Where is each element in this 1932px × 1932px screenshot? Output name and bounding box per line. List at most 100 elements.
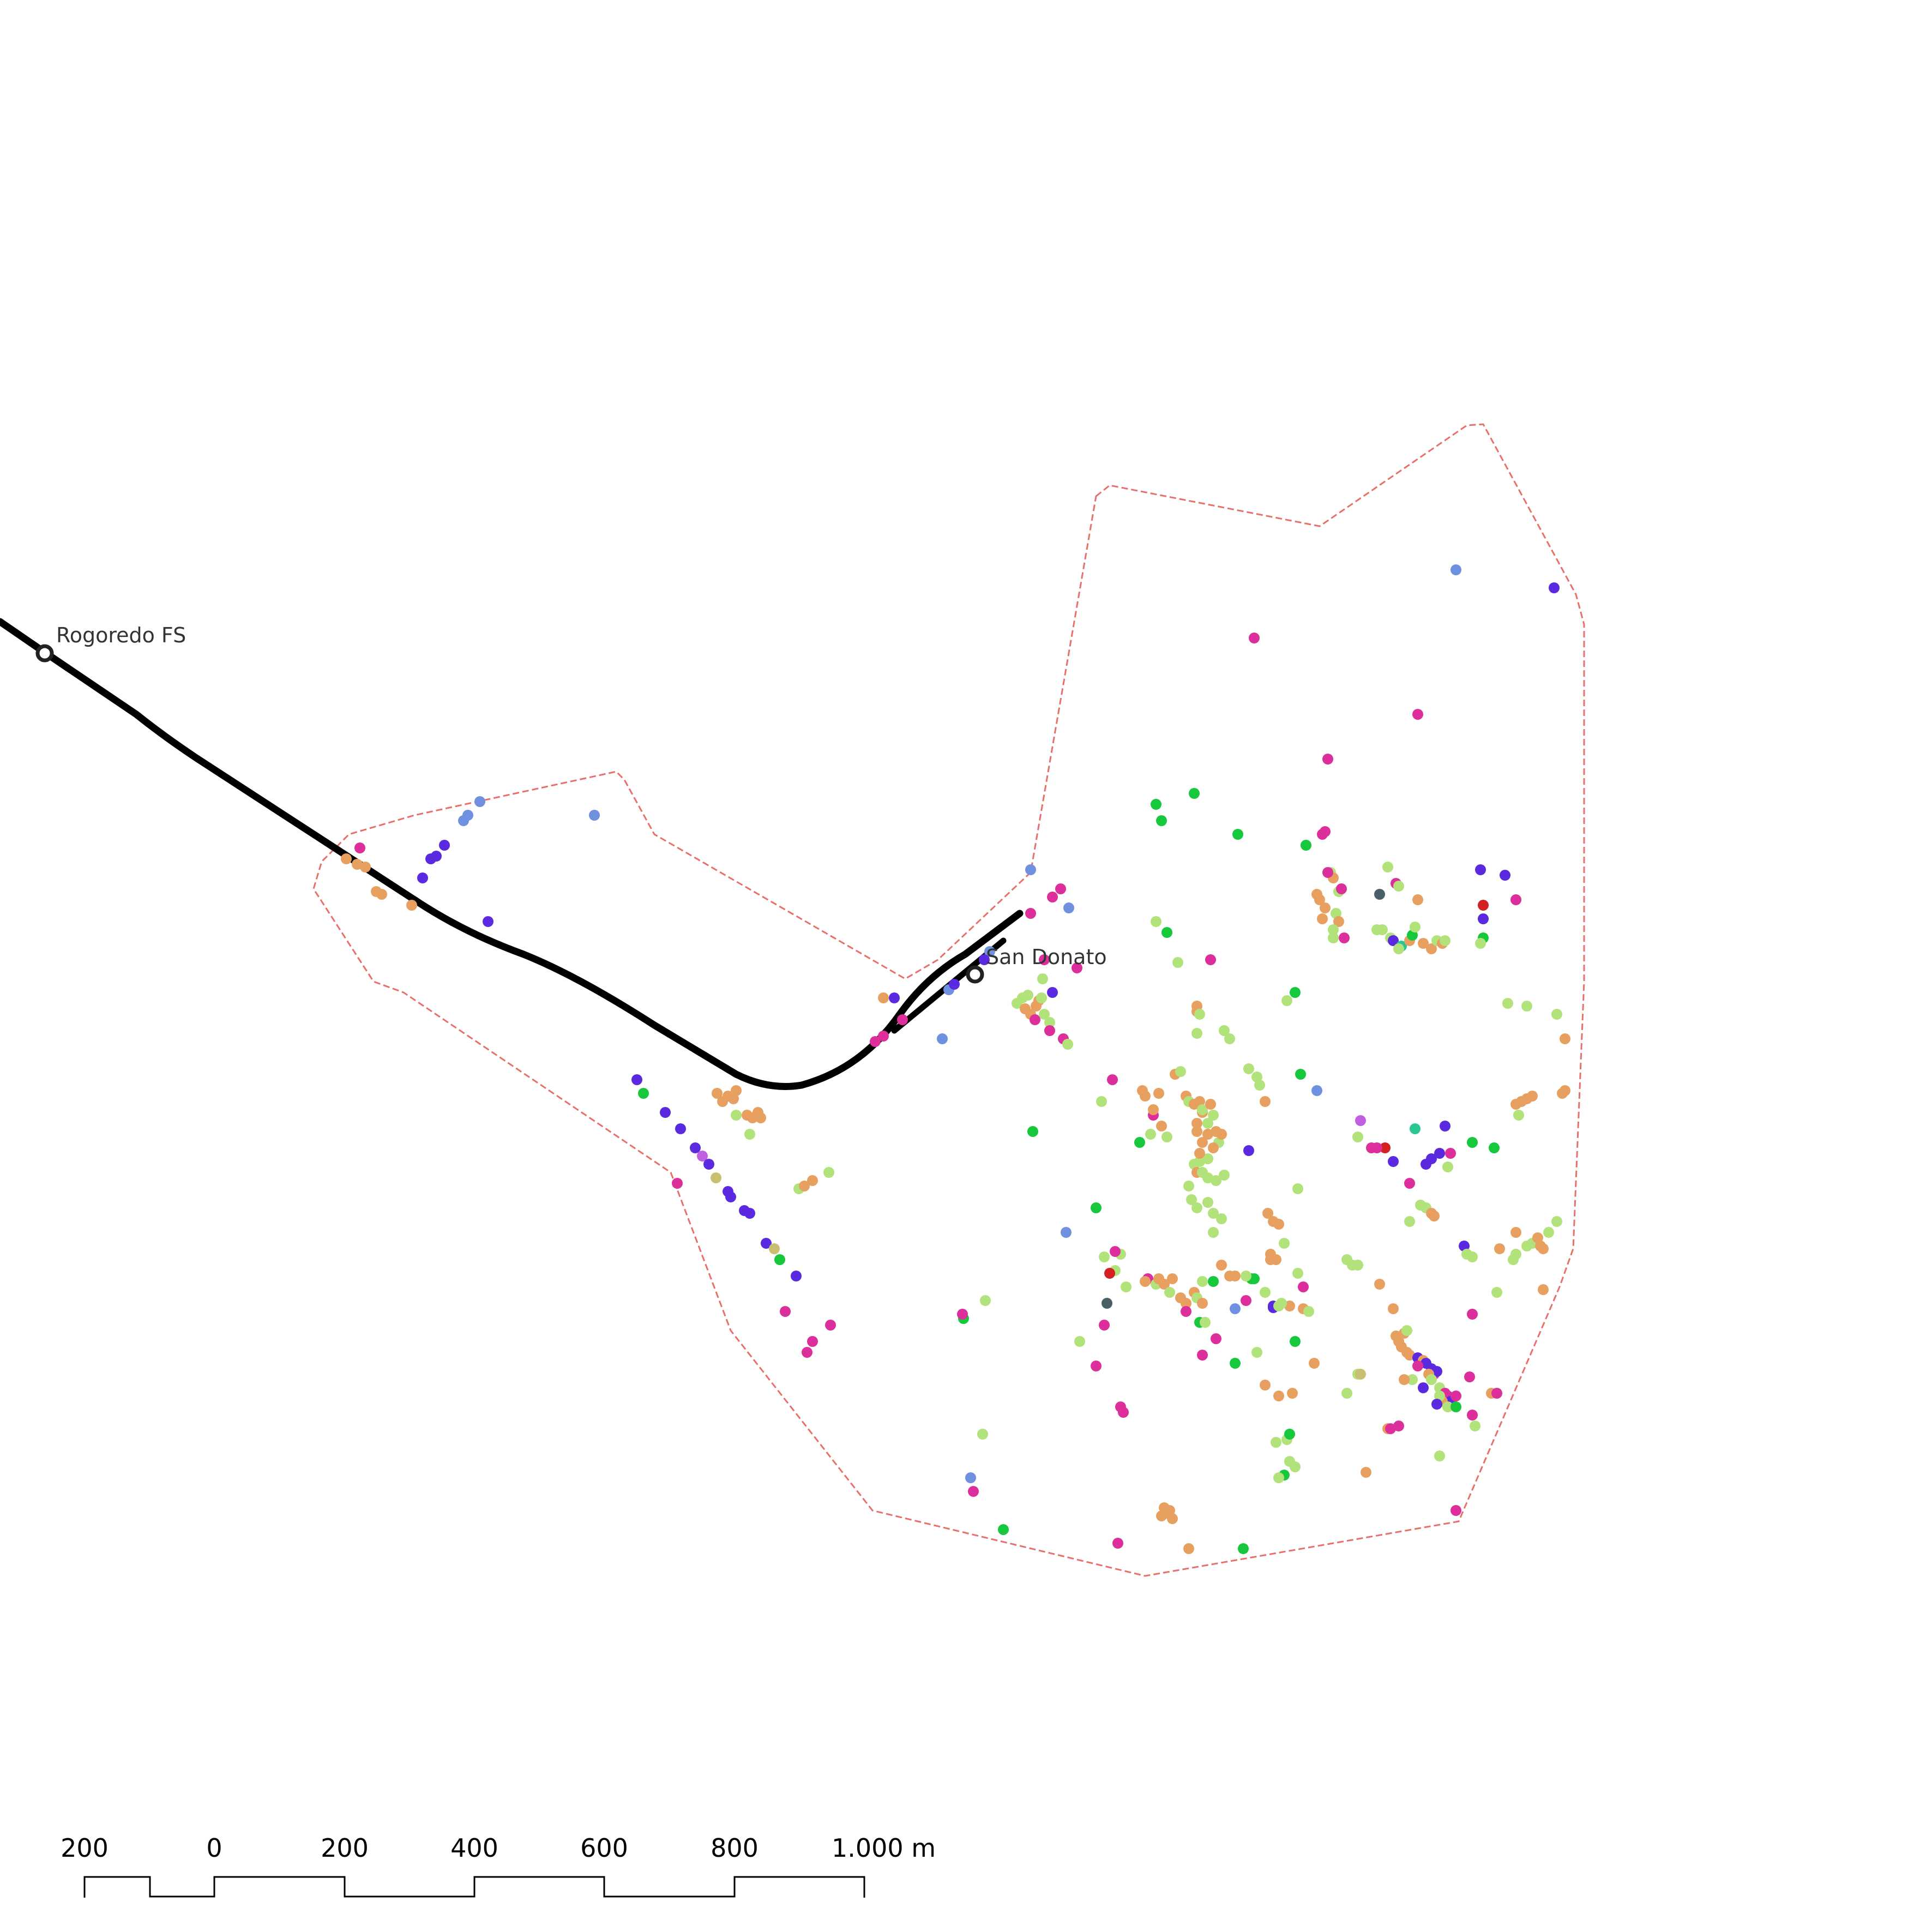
poi-dot	[1560, 1033, 1570, 1044]
poi-dot	[711, 1172, 721, 1183]
poi-dot	[1328, 924, 1339, 935]
poi-dot	[1510, 1227, 1521, 1238]
poi-dot	[660, 1107, 671, 1118]
poi-dot	[703, 1159, 714, 1170]
poi-dot	[1273, 1301, 1284, 1311]
poi-dot	[1377, 924, 1388, 935]
poi-dot	[1467, 1137, 1478, 1148]
poi-dot	[1407, 1374, 1418, 1385]
poi-dot	[1156, 1121, 1167, 1131]
poi-dot	[1260, 1287, 1271, 1298]
station-marker-icon	[966, 965, 984, 984]
poi-dot	[1352, 1260, 1363, 1271]
poi-dot	[1374, 889, 1385, 900]
poi-dot	[1241, 1295, 1251, 1306]
poi-dot	[1393, 1421, 1404, 1431]
poi-dot	[672, 1178, 683, 1189]
poi-dot	[878, 992, 889, 1003]
poi-dot	[1410, 922, 1421, 932]
poi-dot	[1341, 1388, 1352, 1399]
poi-dot	[1393, 943, 1404, 954]
poi-dot	[1099, 1251, 1110, 1262]
poi-dot	[1027, 1126, 1038, 1137]
poi-dot	[1096, 1096, 1107, 1107]
poi-dot	[825, 1320, 836, 1331]
poi-dot	[1164, 1505, 1175, 1516]
poi-dot	[631, 1074, 642, 1085]
poi-dot	[1140, 1091, 1151, 1102]
poi-dot	[1290, 1461, 1301, 1472]
poi-dot	[1216, 1129, 1227, 1140]
poi-dot	[1290, 987, 1301, 998]
poi-dot	[1172, 957, 1183, 968]
poi-dot	[1061, 1227, 1072, 1238]
poi-dot	[1292, 1268, 1303, 1279]
poi-dot	[1200, 1317, 1211, 1328]
poi-dot	[1287, 1388, 1298, 1399]
poi-dot	[1371, 1142, 1382, 1153]
poi-dot	[1380, 1142, 1391, 1153]
poi-dot	[431, 851, 442, 862]
poi-dot	[984, 946, 995, 957]
poi-dot	[957, 1309, 968, 1320]
poi-dot	[589, 810, 600, 821]
poi-dot	[1560, 1085, 1570, 1096]
poi-dot	[1197, 1276, 1208, 1287]
poi-dot	[977, 1429, 988, 1440]
poi-dot	[1022, 990, 1033, 1001]
poi-dot	[675, 1123, 686, 1134]
poi-dot	[1273, 1472, 1284, 1483]
poi-dot	[1104, 1268, 1115, 1279]
poi-dot	[1151, 916, 1161, 927]
poi-dot	[1161, 927, 1172, 938]
poi-dot	[1450, 1391, 1461, 1401]
poi-dot	[1099, 1320, 1110, 1331]
poi-dot	[1243, 1145, 1254, 1156]
poi-dot	[937, 1033, 948, 1044]
poi-dot	[1388, 1156, 1399, 1167]
poi-dot	[1186, 1194, 1197, 1205]
poi-dot	[1230, 1271, 1241, 1281]
poi-dot	[949, 979, 960, 990]
poi-dot	[1450, 1505, 1461, 1516]
poi-dot	[1219, 1025, 1230, 1036]
poi-dot	[1500, 870, 1510, 881]
poi-dot	[1322, 754, 1333, 765]
poi-dot	[1445, 1148, 1456, 1159]
poi-dot	[1260, 1380, 1271, 1391]
poi-dot	[769, 1243, 780, 1254]
poi-dot	[1260, 1096, 1271, 1107]
poi-dot	[1197, 1104, 1208, 1115]
poi-dot	[1450, 564, 1461, 575]
poi-dot	[354, 842, 365, 853]
poi-dot	[1410, 1123, 1421, 1134]
poi-dot	[1112, 1538, 1123, 1549]
poi-dot	[1374, 1279, 1385, 1290]
poi-dot	[1551, 1216, 1562, 1227]
poi-dot	[1442, 1161, 1453, 1172]
station-label: San Donato	[986, 945, 1107, 969]
poi-dot	[1140, 1276, 1151, 1287]
poi-dot	[1322, 867, 1333, 878]
poi-dot	[1211, 1175, 1221, 1186]
poi-dot	[1412, 894, 1423, 905]
poi-dot	[1194, 1009, 1205, 1020]
poi-dot	[1426, 1153, 1437, 1164]
station-san-donato[interactable]: San Donato	[966, 945, 1107, 984]
poi-dot	[1333, 916, 1344, 927]
poi-dot	[1336, 883, 1347, 894]
station-rogoredo[interactable]: Rogoredo FS	[35, 623, 186, 663]
poi-dot	[1467, 1309, 1478, 1320]
poi-dot	[1208, 1276, 1219, 1287]
poi-dot	[1401, 1325, 1412, 1336]
poi-dot	[1489, 1142, 1500, 1153]
poi-dot	[1450, 1401, 1461, 1412]
station-marker-icon	[35, 644, 54, 663]
poi-dot	[1047, 987, 1058, 998]
poi-dot	[1317, 913, 1328, 924]
poi-dot	[1164, 1287, 1175, 1298]
poi-dot	[755, 1112, 766, 1123]
poi-dot	[823, 1167, 834, 1178]
poi-dot	[439, 840, 450, 851]
station-label: Rogoredo FS	[56, 623, 186, 647]
